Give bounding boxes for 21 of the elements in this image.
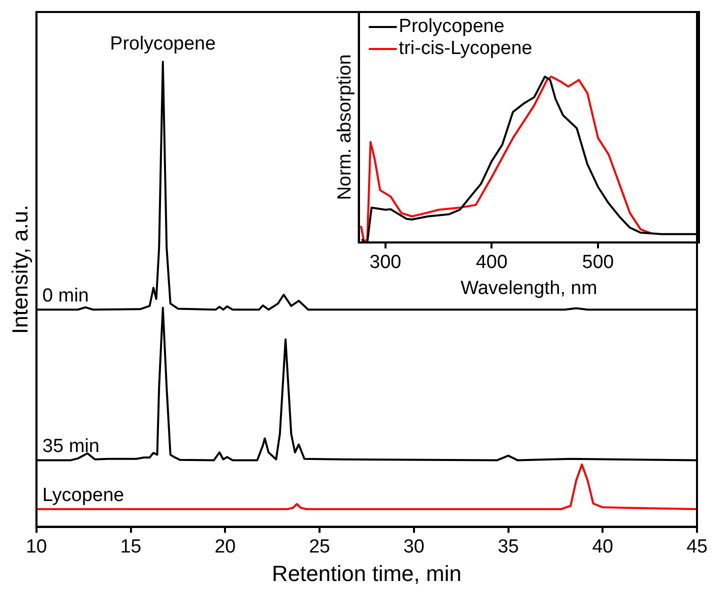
y-axis-title: Norm. absorption bbox=[334, 54, 356, 200]
x-tick-label: 10 bbox=[26, 536, 47, 558]
annotation: Prolycopene bbox=[110, 33, 216, 54]
x-tick-label: 300 bbox=[370, 252, 402, 274]
x-tick-label: 400 bbox=[476, 252, 508, 274]
series-label: 0 min bbox=[42, 285, 89, 306]
x-tick-label: 15 bbox=[120, 536, 142, 558]
x-tick-label: 35 bbox=[498, 536, 519, 558]
y-axis-title: Intensity, a.u. bbox=[7, 204, 32, 334]
legend-label: tri-cis-Lycopene bbox=[398, 38, 532, 60]
x-axis-title: Wavelength, nm bbox=[460, 278, 598, 299]
series-label: 35 min bbox=[42, 436, 100, 458]
series-label: Lycopene bbox=[42, 484, 124, 506]
x-tick-label: 20 bbox=[214, 536, 236, 558]
legend-label: Prolycopene bbox=[398, 16, 504, 38]
x-tick-label: 500 bbox=[582, 252, 614, 274]
x-tick-label: 30 bbox=[403, 536, 424, 558]
x-tick-label: 25 bbox=[308, 536, 330, 558]
x-tick-label: 40 bbox=[592, 536, 614, 558]
x-axis-title: Retention time, min bbox=[272, 560, 462, 586]
x-tick-label: 45 bbox=[686, 536, 708, 558]
